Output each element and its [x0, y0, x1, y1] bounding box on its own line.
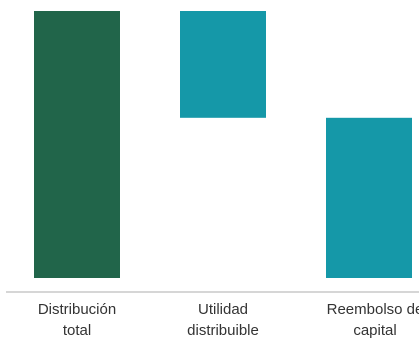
category-labels-group: Distribución total Utilidad distribuible Ree… — [38, 301, 419, 339]
category-label-0: Distribución total — [38, 301, 116, 339]
category-label-2-line-0: Reembolso de — [327, 301, 419, 318]
category-label-1-line-0: Utilidad — [198, 301, 248, 318]
bar-2 — [326, 117, 412, 278]
bars-group — [34, 11, 412, 278]
bar-0 — [34, 11, 120, 278]
category-label-0-line-1: total — [63, 322, 91, 339]
category-label-0-line-0: Distribución — [38, 301, 116, 318]
category-label-2-line-1: capital — [353, 322, 396, 339]
category-label-1: Utilidad distribuible — [187, 301, 259, 339]
category-label-2: Reembolso de capital — [327, 301, 419, 339]
bar-1 — [180, 11, 266, 118]
category-label-1-line-1: distribuible — [187, 322, 259, 339]
